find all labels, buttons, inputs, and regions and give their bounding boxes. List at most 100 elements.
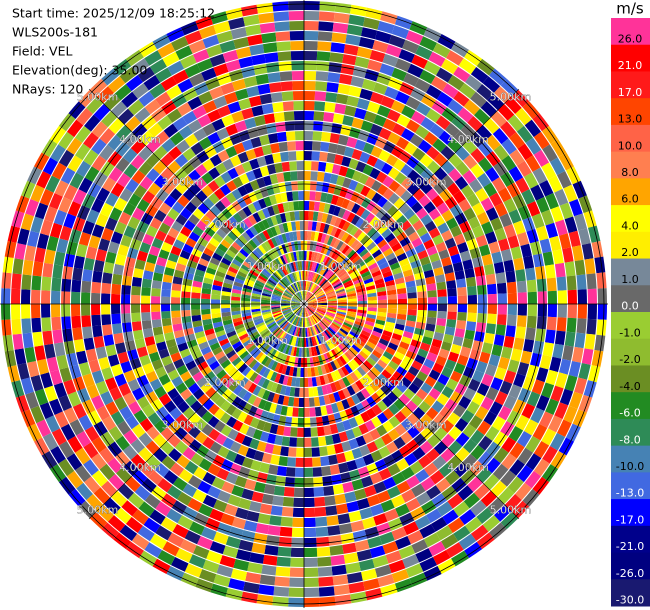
radar-cell — [80, 292, 91, 304]
radar-cell — [50, 144, 66, 162]
radar-cell — [240, 264, 251, 272]
radar-cell — [379, 531, 395, 545]
radar-cell — [91, 121, 108, 138]
radar-cell — [287, 242, 293, 252]
radar-cell — [308, 304, 317, 306]
radar-cell — [460, 123, 476, 139]
radar-cell — [155, 91, 172, 107]
radar-cell — [425, 407, 439, 420]
radar-cell — [102, 177, 117, 192]
radar-cell — [318, 586, 335, 597]
radar-cell — [366, 241, 377, 252]
radar-cell — [448, 440, 463, 455]
radar-cell — [206, 44, 223, 58]
radar-cell — [182, 278, 193, 287]
radar-cell — [188, 475, 202, 489]
radar-cell — [27, 361, 40, 378]
radar-cell — [415, 125, 430, 139]
radar-cell — [83, 132, 99, 149]
radar-cell — [327, 414, 336, 425]
radar-cell — [264, 266, 273, 275]
radar-cell — [280, 332, 287, 342]
radar-cell — [267, 391, 275, 402]
radar-cell — [342, 209, 351, 221]
radar-cell — [131, 423, 146, 438]
radar-cell — [307, 337, 311, 347]
radar-cell — [201, 293, 211, 300]
radar-cell — [241, 66, 256, 78]
radar-cell — [328, 535, 342, 546]
radar-cell — [293, 347, 298, 357]
radar-cell — [330, 402, 339, 414]
radar-cell — [388, 375, 400, 387]
radar-cell — [82, 373, 95, 388]
radar-cell — [272, 339, 280, 349]
colorbar-tick-label: 26.0 — [618, 32, 643, 45]
radar-cell — [290, 252, 295, 262]
radar-cell — [419, 524, 436, 539]
radar-cell — [357, 306, 367, 311]
radar-cell — [207, 180, 220, 193]
radar-cell — [460, 184, 475, 199]
radar-cell — [212, 284, 222, 291]
radar-cell — [214, 247, 226, 257]
radar-cell — [143, 270, 154, 280]
radar-cell — [400, 376, 412, 388]
radar-cell — [220, 299, 231, 304]
radar-cell — [346, 249, 356, 259]
radar-cell — [373, 326, 383, 334]
radar-cell — [42, 157, 58, 176]
radar-cell — [504, 494, 522, 512]
radar-cell — [256, 156, 267, 167]
radar-cell — [431, 100, 447, 115]
radar-cell — [338, 355, 347, 366]
radar-cell — [420, 214, 433, 226]
radar-cell — [416, 371, 428, 382]
radar-cell — [171, 297, 181, 304]
radar-cell — [290, 171, 298, 181]
radar-cell — [338, 242, 347, 253]
radar-cell — [185, 201, 197, 214]
radar-cell — [316, 294, 326, 299]
radar-cell — [421, 500, 437, 515]
radar-cell — [253, 450, 265, 462]
radar-cell — [142, 190, 156, 204]
radar-cell — [375, 208, 387, 220]
radar-cell — [161, 493, 177, 508]
radar-cell — [338, 462, 349, 474]
radar-cell — [304, 347, 307, 357]
radar-cell — [271, 305, 281, 308]
radar-cell — [292, 272, 297, 282]
radar-cell — [291, 304, 301, 308]
radar-cell — [147, 412, 161, 426]
radar-cell — [530, 241, 542, 256]
radar-cell — [200, 304, 211, 310]
radar-cell — [318, 436, 327, 447]
radar-cell — [300, 307, 303, 317]
radar-cell — [230, 337, 240, 346]
radar-cell — [403, 388, 416, 400]
radar-cell — [173, 358, 185, 369]
radar-cell — [130, 139, 146, 155]
radar-cell — [377, 304, 388, 309]
radar-cell — [338, 301, 347, 304]
radar-cell — [133, 409, 148, 424]
radar-cell — [428, 541, 446, 557]
radar-cell — [342, 376, 351, 387]
radar-cell — [226, 392, 237, 404]
radar-cell — [193, 325, 204, 334]
radar-cell — [317, 232, 323, 243]
radar-cell — [500, 171, 515, 187]
range-label: 1.00km — [246, 260, 288, 273]
radar-cell — [417, 291, 427, 298]
radar-cell — [305, 291, 309, 301]
radar-cell — [191, 304, 201, 310]
radar-cell — [114, 221, 127, 235]
radar-cell — [167, 227, 180, 239]
radar-cell — [121, 313, 131, 324]
radar-cell — [136, 198, 150, 212]
radar-cell — [183, 327, 194, 336]
radar-cell — [485, 441, 501, 457]
radar-cell — [501, 453, 517, 470]
radar-cell — [251, 308, 261, 313]
